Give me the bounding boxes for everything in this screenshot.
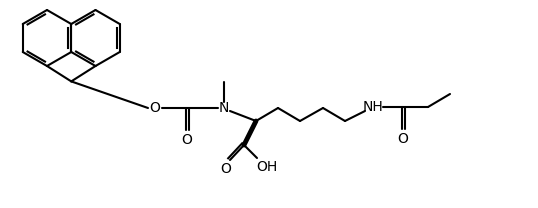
Text: OH: OH	[257, 160, 278, 174]
Text: O: O	[181, 133, 193, 147]
Text: O: O	[221, 162, 231, 176]
Text: O: O	[150, 101, 160, 115]
Text: N: N	[219, 101, 229, 115]
Text: O: O	[398, 132, 408, 146]
Text: NH: NH	[363, 100, 384, 114]
